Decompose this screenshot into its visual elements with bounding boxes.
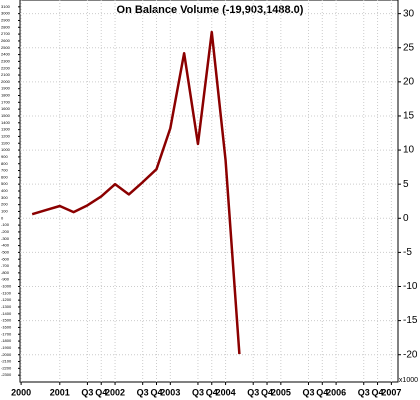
- y2-tick-label: 700: [1, 168, 8, 173]
- y2-tick-label: -1800: [1, 338, 12, 343]
- x-tick-label: Q3: [192, 387, 204, 397]
- y2-tick-label: -600: [1, 256, 10, 261]
- y-tick-label: 0: [403, 213, 409, 224]
- x-tick-label: Q3: [137, 387, 149, 397]
- y2-tick-label: 2700: [1, 31, 11, 36]
- x-tick-label: Q4: [261, 387, 273, 397]
- y2-tick-label: 1000: [1, 147, 11, 152]
- y2-tick-label: 1200: [1, 133, 11, 138]
- y2-tick-label: 600: [1, 174, 8, 179]
- y2-tick-label: -1600: [1, 324, 12, 329]
- y2-tick-label: 1400: [1, 120, 11, 125]
- x-tick-label: Q4: [316, 387, 328, 397]
- y2-tick-label: -400: [1, 243, 10, 248]
- y2-tick-label: -1400: [1, 311, 12, 316]
- y2-tick-label: 1600: [1, 106, 11, 111]
- y2-tick-label: 300: [1, 195, 8, 200]
- y2-tick-label: -2300: [1, 372, 12, 377]
- y-tick-label: 25: [403, 42, 415, 53]
- y-tick-label: -20: [403, 349, 418, 360]
- y2-tick-label: 2200: [1, 65, 11, 70]
- x-tick-label: 2005: [271, 387, 291, 397]
- y2-tick-label: 2500: [1, 45, 11, 50]
- y2-tick-label: -2200: [1, 365, 12, 370]
- y2-tick-label: 2000: [1, 79, 11, 84]
- x-tick-label: 2000: [11, 387, 31, 397]
- x-tick-label: Q4: [206, 387, 218, 397]
- y-unit: x1000: [399, 377, 418, 384]
- y2-tick-label: 1700: [1, 99, 11, 104]
- y2-tick-label: 900: [1, 154, 8, 159]
- y2-tick-label: -700: [1, 263, 10, 268]
- y2-tick-label: -2100: [1, 359, 12, 364]
- y2-tick-label: 2600: [1, 38, 11, 43]
- x-tick-label: 2002: [105, 387, 125, 397]
- x-tick-label: Q3: [358, 387, 370, 397]
- chart-title: On Balance Volume (-19,903,1488.0): [117, 4, 304, 16]
- y2-tick-label: -1000: [1, 284, 12, 289]
- x-tick-label: Q3: [81, 387, 93, 397]
- y2-tick-label: 1300: [1, 127, 11, 132]
- y2-tick-label: 500: [1, 181, 8, 186]
- y2-tick-label: -1200: [1, 297, 12, 302]
- y2-tick-label: -500: [1, 249, 10, 254]
- y2-tick-label: 200: [1, 202, 8, 207]
- y-tick-label: -15: [403, 315, 418, 326]
- y2-tick-label: 2400: [1, 52, 11, 57]
- y2-tick-label: 2900: [1, 18, 11, 23]
- x-tick-label: Q3: [302, 387, 314, 397]
- y2-tick-label: -900: [1, 277, 10, 282]
- y-tick-label: 5: [403, 179, 409, 190]
- y2-tick-label: 800: [1, 161, 8, 166]
- x-tick-label: Q4: [372, 387, 384, 397]
- y2-tick-label: -300: [1, 236, 10, 241]
- y-tick-label: 20: [403, 76, 415, 87]
- x-tick-label: 2007: [381, 387, 401, 397]
- y-tick-label: -5: [403, 247, 412, 258]
- x-tick-label: Q4: [150, 387, 162, 397]
- y2-tick-label: 400: [1, 188, 8, 193]
- y2-tick-label: 1900: [1, 86, 11, 91]
- y2-tick-label: -1700: [1, 331, 12, 336]
- y2-tick-label: -1300: [1, 304, 12, 309]
- y2-tick-label: -1900: [1, 345, 12, 350]
- y2-tick-label: -2000: [1, 352, 12, 357]
- y2-tick-label: -1500: [1, 318, 12, 323]
- x-tick-label: Q3: [247, 387, 259, 397]
- y-tick-label: 15: [403, 111, 415, 122]
- y2-tick-label: -1100: [1, 290, 12, 295]
- y-tick-label: 30: [403, 8, 415, 19]
- x-tick-label: 2004: [216, 387, 236, 397]
- y-tick-label: 10: [403, 145, 415, 156]
- y2-tick-label: 3100: [1, 4, 11, 9]
- y2-tick-label: -800: [1, 270, 10, 275]
- y2-tick-label: 2300: [1, 58, 11, 63]
- y2-tick-label: 3000: [1, 11, 11, 16]
- y2-tick-label: -200: [1, 229, 10, 234]
- y2-tick-label: 100: [1, 209, 8, 214]
- x-tick-label: 2006: [326, 387, 346, 397]
- data-line: [31, 30, 241, 355]
- y2-tick-label: 1800: [1, 93, 11, 98]
- y2-tick-label: 2100: [1, 72, 11, 77]
- x-tick-label: 2001: [50, 387, 70, 397]
- y2-tick-label: -100: [1, 222, 10, 227]
- y2-tick-label: 1100: [1, 140, 10, 145]
- y2-tick-label: 2800: [1, 24, 11, 29]
- y2-tick-label: 1500: [1, 113, 11, 118]
- x-tick-label: Q4: [95, 387, 107, 397]
- y-tick-label: -10: [403, 281, 418, 292]
- y2-tick-label: 0: [1, 215, 4, 220]
- x-tick-label: 2003: [160, 387, 180, 397]
